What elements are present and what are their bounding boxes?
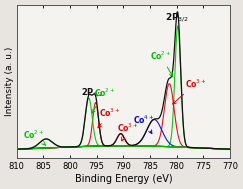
Y-axis label: Intensity (a. u.): Intensity (a. u.) [5, 46, 14, 116]
X-axis label: Binding Energy (eV): Binding Energy (eV) [75, 174, 172, 184]
Text: Co$^{2+}$: Co$^{2+}$ [150, 49, 173, 77]
Text: 2P$_{3/2}$: 2P$_{3/2}$ [165, 12, 189, 24]
Text: 2P$_{1/2}$: 2P$_{1/2}$ [81, 87, 104, 99]
Text: Co$^{3+}$: Co$^{3+}$ [117, 122, 138, 141]
Text: Co$^{4+}$: Co$^{4+}$ [133, 114, 154, 134]
Text: Co$^{2+}$: Co$^{2+}$ [23, 128, 46, 145]
Text: Co$^{3+}$: Co$^{3+}$ [173, 77, 206, 104]
Text: Co$^{2+}$: Co$^{2+}$ [92, 87, 115, 113]
Text: Co$^{3+}$: Co$^{3+}$ [98, 106, 121, 128]
